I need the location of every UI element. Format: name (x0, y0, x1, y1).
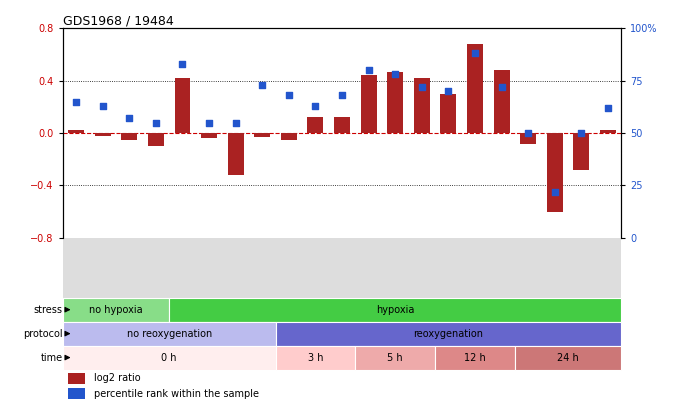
Point (523, 130, 534, 136)
Bar (276, 345, 355, 369)
Bar (600, 130, 616, 133)
Point (496, 84, 507, 90)
Point (549, 188, 560, 195)
Text: 3 h: 3 h (308, 353, 323, 362)
Bar (68, 388, 85, 399)
Point (177, 61, 188, 67)
Point (204, 119, 215, 126)
Text: GDS1968 / 19484: GDS1968 / 19484 (63, 14, 174, 27)
Bar (387, 72, 403, 133)
Text: time: time (40, 353, 63, 362)
Bar (493, 70, 510, 133)
Text: no hypoxia: no hypoxia (89, 305, 143, 315)
Bar (63, 345, 276, 369)
Point (602, 105, 614, 111)
Point (363, 67, 374, 73)
Bar (435, 345, 515, 369)
Bar (63, 298, 169, 322)
Bar (281, 133, 297, 140)
Text: percentile rank within the sample: percentile rank within the sample (94, 389, 258, 399)
Point (124, 115, 135, 122)
Bar (355, 345, 435, 369)
Bar (254, 133, 270, 137)
Bar (174, 78, 191, 133)
Bar (148, 133, 164, 146)
Text: 0 h: 0 h (161, 353, 177, 362)
Point (310, 102, 321, 109)
Point (150, 119, 161, 126)
Bar (307, 117, 323, 133)
Point (97, 102, 108, 109)
Bar (467, 44, 483, 133)
Bar (361, 75, 377, 133)
Bar (520, 133, 536, 143)
Text: protocol: protocol (23, 328, 63, 339)
Bar (228, 133, 244, 175)
Text: 12 h: 12 h (464, 353, 486, 362)
Point (70, 98, 82, 105)
Point (469, 50, 480, 57)
Bar (515, 345, 621, 369)
Bar (169, 298, 621, 322)
Point (283, 92, 295, 99)
Point (389, 71, 401, 78)
Point (230, 119, 242, 126)
Point (257, 82, 268, 88)
Bar (201, 133, 217, 139)
Text: no reoxygenation: no reoxygenation (126, 328, 211, 339)
Text: hypoxia: hypoxia (376, 305, 415, 315)
Bar (68, 130, 84, 133)
Bar (95, 133, 111, 136)
Bar (68, 373, 85, 384)
Bar (121, 133, 138, 140)
Bar (440, 94, 456, 133)
Bar (63, 322, 276, 345)
Point (336, 92, 348, 99)
Bar (547, 133, 563, 212)
Text: 24 h: 24 h (557, 353, 579, 362)
Bar (276, 322, 621, 345)
Bar (414, 78, 430, 133)
Text: log2 ratio: log2 ratio (94, 373, 140, 383)
Point (416, 84, 427, 90)
Bar (573, 133, 589, 170)
Point (576, 130, 587, 136)
Text: stress: stress (34, 305, 63, 315)
Point (443, 88, 454, 94)
Text: reoxygenation: reoxygenation (413, 328, 484, 339)
Bar (334, 117, 350, 133)
Text: 5 h: 5 h (387, 353, 403, 362)
